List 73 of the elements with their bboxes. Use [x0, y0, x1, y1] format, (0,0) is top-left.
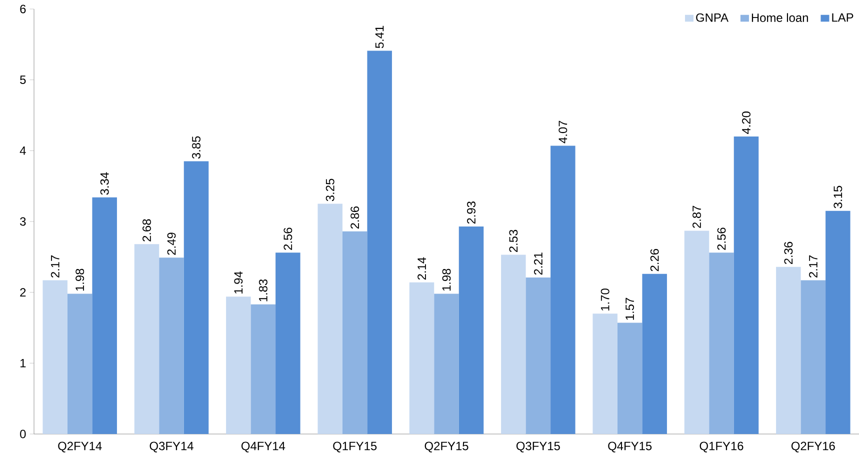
data-label: 2.68 — [142, 219, 151, 242]
data-label: 1.98 — [442, 268, 451, 291]
data-label: 1.98 — [76, 268, 84, 291]
data-label: 2.53 — [509, 230, 518, 252]
data-label: 2.56 — [284, 228, 292, 250]
legend-label: Home loan — [752, 13, 808, 22]
x-tick-label: Q4FY15 — [608, 442, 652, 452]
bar — [67, 294, 92, 434]
bar — [342, 231, 368, 434]
x-tick-label: Q1FY16 — [700, 442, 744, 452]
data-label: 2.21 — [534, 252, 542, 275]
data-label: 2.56 — [717, 228, 726, 250]
data-label: 3.15 — [834, 186, 842, 208]
bar — [434, 294, 459, 434]
y-tick-label: 6 — [20, 4, 26, 14]
data-label: 3.85 — [192, 136, 200, 159]
bar — [709, 252, 734, 434]
legend-label: LAP — [832, 13, 854, 22]
bar — [617, 322, 642, 434]
data-label: 2.17 — [808, 255, 818, 278]
bar — [458, 226, 484, 434]
bar — [526, 277, 551, 434]
bar — [276, 252, 300, 434]
data-label: 1.57 — [626, 298, 634, 320]
data-label: 4.20 — [742, 112, 750, 134]
y-tick-label: 0 — [20, 430, 26, 438]
bar — [92, 197, 117, 434]
y-tick-label: 5 — [20, 76, 26, 84]
data-label: 2.49 — [167, 232, 176, 255]
bar — [592, 314, 618, 434]
bar — [800, 280, 826, 434]
y-tick-label: 3 — [20, 217, 26, 226]
data-label: 3.25 — [326, 178, 334, 202]
bar — [776, 266, 801, 434]
bar — [501, 254, 526, 434]
data-label: 3.34 — [100, 172, 109, 195]
data-label: 2.86 — [350, 206, 360, 229]
data-label: 1.70 — [600, 288, 610, 310]
y-tick-label: 2 — [20, 288, 26, 297]
bar — [318, 204, 342, 434]
y-tick-label: 4 — [20, 146, 26, 155]
data-label: 2.14 — [418, 257, 426, 280]
bar — [642, 274, 667, 434]
bar — [184, 161, 209, 434]
x-tick-label: Q3FY14 — [150, 442, 194, 452]
data-label: 4.07 — [558, 120, 568, 144]
x-tick-label: Q2FY16 — [791, 442, 835, 452]
data-label: 2.36 — [784, 242, 793, 264]
data-label: 2.26 — [650, 248, 659, 272]
data-label: 1.94 — [234, 271, 243, 294]
x-tick-label: Q4FY14 — [241, 442, 286, 452]
data-label: 2.87 — [692, 206, 701, 228]
data-label: 2.17 — [50, 255, 60, 278]
y-tick-label: 1 — [20, 359, 26, 368]
data-label: 2.93 — [467, 202, 476, 224]
bar — [226, 296, 251, 434]
bar — [550, 146, 576, 434]
bar — [826, 210, 850, 434]
bar — [42, 280, 68, 434]
x-tick-label: Q3FY15 — [516, 442, 560, 452]
x-tick-label: Q2FY14 — [58, 442, 102, 452]
bar — [159, 258, 184, 434]
bar — [734, 136, 759, 434]
x-tick-label: Q1FY15 — [333, 442, 377, 452]
data-label: 1.83 — [258, 279, 268, 302]
bar — [250, 304, 276, 434]
bar — [367, 50, 392, 434]
data-label: 5.41 — [375, 26, 384, 48]
bar — [409, 282, 434, 434]
bar — [684, 230, 710, 434]
x-tick-label: Q2FY15 — [424, 442, 468, 452]
legend-label: GNPA — [696, 13, 728, 22]
bar — [134, 244, 160, 434]
